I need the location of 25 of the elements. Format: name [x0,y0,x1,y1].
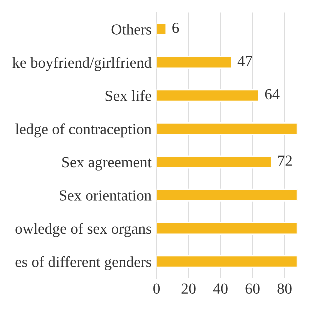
data-label: 6 [172,22,180,34]
bar [156,255,298,268]
data-label: 47 [238,56,252,66]
y-tick-label: Sex orientation [60,190,152,201]
x-tick-label: 40 [213,284,228,294]
y-tick-label: ledge of contraception [16,124,152,138]
y-tick-label: Others [112,24,152,35]
x-tick-label: 80 [278,284,292,294]
bar [156,156,273,169]
bar [156,56,233,70]
data-label: 64 [265,89,280,100]
bar [156,89,260,102]
y-tick-label: owledge of sex organs [16,223,152,238]
data-label: 72 [278,156,292,166]
y-tick-label: Sex life [106,90,152,102]
bar [156,222,298,236]
y-tick-label: ke boyfriend/girlfriend [12,57,152,72]
y-tick-label: es of different genders [16,256,152,270]
x-tick-label: 0 [154,284,160,294]
bar [156,22,168,36]
bar [156,122,298,136]
y-tick-label: Sex agreement [62,157,152,171]
bar [156,188,298,202]
x-tick-label: 20 [182,284,196,294]
x-tick-label: 60 [246,284,260,294]
